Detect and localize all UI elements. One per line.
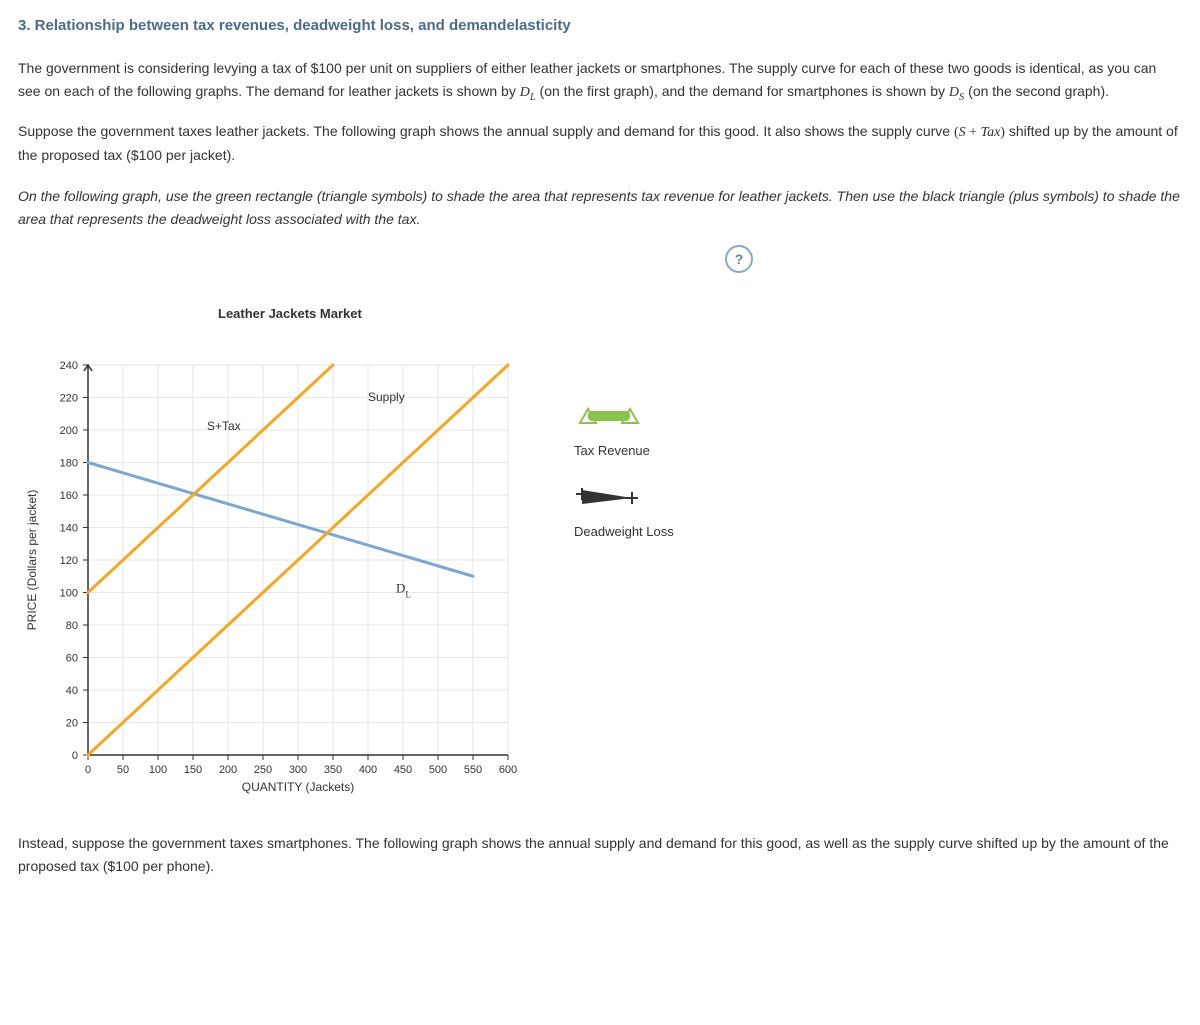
deadweight-icon xyxy=(574,484,644,508)
svg-text:140: 140 xyxy=(60,522,78,534)
chart-canvas[interactable]: 0 50 100 150 200 250 300 350 400 450 500 550 600 0 20 4… xyxy=(18,335,538,795)
paragraph-1: The government is considering levying a … xyxy=(18,57,1182,106)
svg-text:240: 240 xyxy=(60,360,78,372)
p2-tax: Tax xyxy=(981,125,1001,140)
svg-text:100: 100 xyxy=(149,764,167,776)
svg-text:0: 0 xyxy=(72,750,78,762)
svg-text:0: 0 xyxy=(85,764,91,776)
svg-text:250: 250 xyxy=(254,764,272,776)
svg-text:550: 550 xyxy=(464,764,482,776)
svg-text:50: 50 xyxy=(117,764,129,776)
svg-text:450: 450 xyxy=(394,764,412,776)
p1-dl-var: D xyxy=(520,85,530,100)
svg-text:40: 40 xyxy=(66,685,78,697)
svg-text:160: 160 xyxy=(60,490,78,502)
svg-text:QUANTITY (Jackets): QUANTITY (Jackets) xyxy=(242,780,354,794)
legend-tax-revenue[interactable]: Tax Revenue xyxy=(574,403,674,462)
p1-ds-var: D xyxy=(949,85,959,100)
question-title: 3. Relationship between tax revenues, de… xyxy=(18,14,1182,39)
p2-s: S xyxy=(959,125,966,140)
svg-text:PRICE (Dollars per jacket): PRICE (Dollars per jacket) xyxy=(25,489,39,630)
svg-text:80: 80 xyxy=(66,620,78,632)
svg-text:S+Tax: S+Tax xyxy=(207,419,241,433)
legend-label-deadweight: Deadweight Loss xyxy=(574,521,674,542)
svg-text:400: 400 xyxy=(359,764,377,776)
svg-text:350: 350 xyxy=(324,764,342,776)
svg-text:100: 100 xyxy=(60,587,78,599)
paragraph-2: Suppose the government taxes leather jac… xyxy=(18,120,1182,167)
p1-text-b: (on the first graph), and the demand for… xyxy=(536,83,949,99)
svg-text:Supply: Supply xyxy=(368,390,405,404)
svg-text:20: 20 xyxy=(66,717,78,729)
legend-deadweight-loss[interactable]: Deadweight Loss xyxy=(574,484,674,543)
p1-text-c: (on the second graph). xyxy=(964,83,1109,99)
paragraph-3-instructions: On the following graph, use the green re… xyxy=(18,185,1182,231)
svg-text:60: 60 xyxy=(66,652,78,664)
legend: Tax Revenue Deadweight Loss xyxy=(574,403,674,564)
p2-text-a: Suppose the government taxes leather jac… xyxy=(18,123,954,139)
svg-text:200: 200 xyxy=(219,764,237,776)
svg-text:220: 220 xyxy=(60,392,78,404)
chart-title: Leather Jackets Market xyxy=(218,303,538,324)
graph-zone: Leather Jackets Market 05010015020025030… xyxy=(18,303,1182,802)
legend-label-tax-revenue: Tax Revenue xyxy=(574,440,674,461)
svg-text:180: 180 xyxy=(60,457,78,469)
svg-text:600: 600 xyxy=(499,764,517,776)
help-button[interactable]: ? xyxy=(725,245,753,273)
svg-text:150: 150 xyxy=(184,764,202,776)
paragraph-4: Instead, suppose the government taxes sm… xyxy=(18,832,1182,878)
svg-text:200: 200 xyxy=(60,425,78,437)
svg-text:500: 500 xyxy=(429,764,447,776)
p2-plus: + xyxy=(966,125,981,140)
tax-revenue-icon xyxy=(574,403,644,427)
svg-text:300: 300 xyxy=(289,764,307,776)
svg-text:120: 120 xyxy=(60,555,78,567)
